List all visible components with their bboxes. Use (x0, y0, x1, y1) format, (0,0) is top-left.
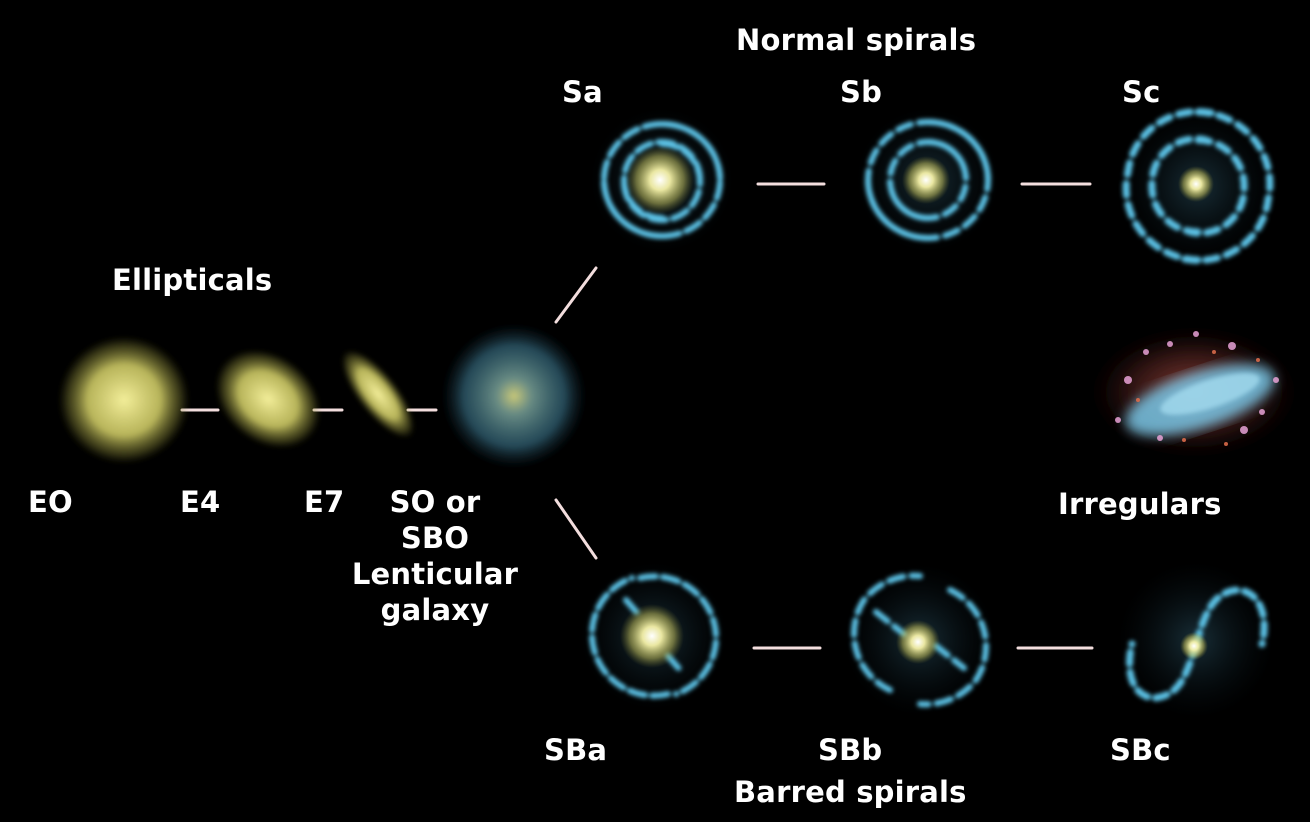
label-sb: Sb (840, 75, 883, 109)
galaxy-sbc-icon (1118, 562, 1274, 718)
connectors (180, 182, 1094, 650)
galaxy-sa-icon (590, 108, 734, 252)
label-barred-spirals: Barred spirals (734, 775, 967, 809)
galaxy-e4-icon (214, 349, 322, 449)
galaxy-e0-icon (58, 336, 190, 464)
label-sbc: SBc (1110, 733, 1171, 767)
label-sba: SBa (544, 733, 608, 767)
galaxy-sb-icon (856, 108, 1000, 252)
label-normal-spirals: Normal spirals (736, 23, 977, 57)
label-s0-line3: Lenticular (351, 557, 519, 591)
label-sbb: SBb (818, 733, 883, 767)
galaxy-e7-icon (341, 349, 415, 439)
galaxy-s0-lenticular-icon (442, 324, 586, 468)
label-s0-line2: SBO (400, 521, 470, 555)
label-s0-line1: SO or (389, 485, 481, 519)
galaxy-sba-icon (580, 562, 728, 710)
connector-s0-sa (554, 266, 598, 324)
label-e4: E4 (180, 485, 221, 519)
label-e0: EO (28, 485, 73, 519)
label-sa: Sa (562, 75, 603, 109)
galaxy-sc-icon (1120, 108, 1276, 264)
label-sc: Sc (1122, 75, 1161, 109)
label-s0-block: SO or SBO Lenticular galaxy (340, 484, 530, 628)
label-ellipticals: Ellipticals (112, 263, 273, 297)
label-s0-line4: galaxy (380, 593, 490, 627)
galaxy-sbb-icon (844, 564, 996, 716)
label-e7: E7 (304, 485, 345, 519)
label-irregulars: Irregulars (1058, 487, 1222, 521)
galaxy-irregular-icon (1090, 328, 1298, 456)
connector-s0-sba (554, 498, 598, 560)
